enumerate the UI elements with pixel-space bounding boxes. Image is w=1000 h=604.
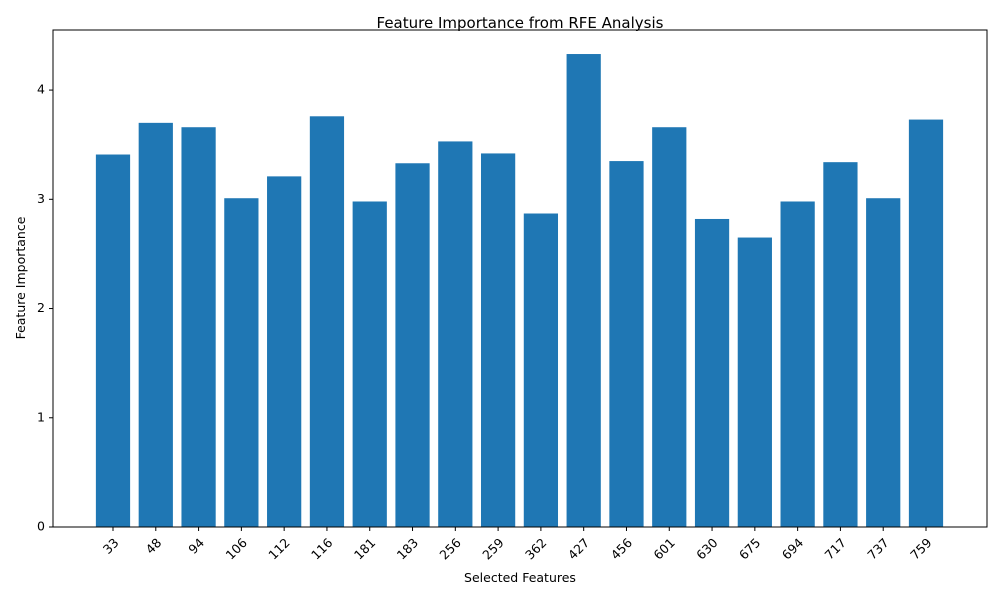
bar-183 [395, 163, 430, 527]
y-tick-label: 2 [37, 300, 45, 315]
x-axis-label: Selected Features [464, 570, 576, 585]
bar-259 [480, 153, 516, 527]
bar-759 [908, 119, 944, 527]
bar-256 [438, 141, 473, 528]
bar-694 [780, 201, 815, 528]
y-tick-label: 4 [37, 82, 45, 97]
bar-456 [609, 161, 644, 527]
bar-112 [267, 176, 302, 527]
bar-737 [866, 198, 901, 527]
y-axis-label: Feature Importance [13, 216, 28, 339]
bar-33 [95, 154, 131, 527]
bars-group [95, 54, 944, 528]
bar-181 [352, 201, 387, 528]
bar-601 [652, 127, 687, 527]
y-tick-label: 0 [37, 519, 45, 534]
chart-title: Feature Importance from RFE Analysis [377, 14, 664, 32]
bar-106 [224, 198, 259, 527]
bar-48 [138, 122, 173, 527]
y-tick-label: 3 [37, 191, 45, 206]
bar-675 [737, 237, 772, 528]
bar-116 [309, 116, 345, 527]
bar-630 [694, 218, 730, 527]
bar-427 [566, 54, 601, 527]
bar-717 [823, 162, 858, 528]
y-axis-ticks: 0 1 2 3 4 [37, 82, 53, 534]
y-tick-label: 1 [37, 409, 45, 424]
plot-frame [52, 29, 988, 528]
bar-94 [181, 127, 216, 527]
bar-362 [523, 213, 559, 527]
